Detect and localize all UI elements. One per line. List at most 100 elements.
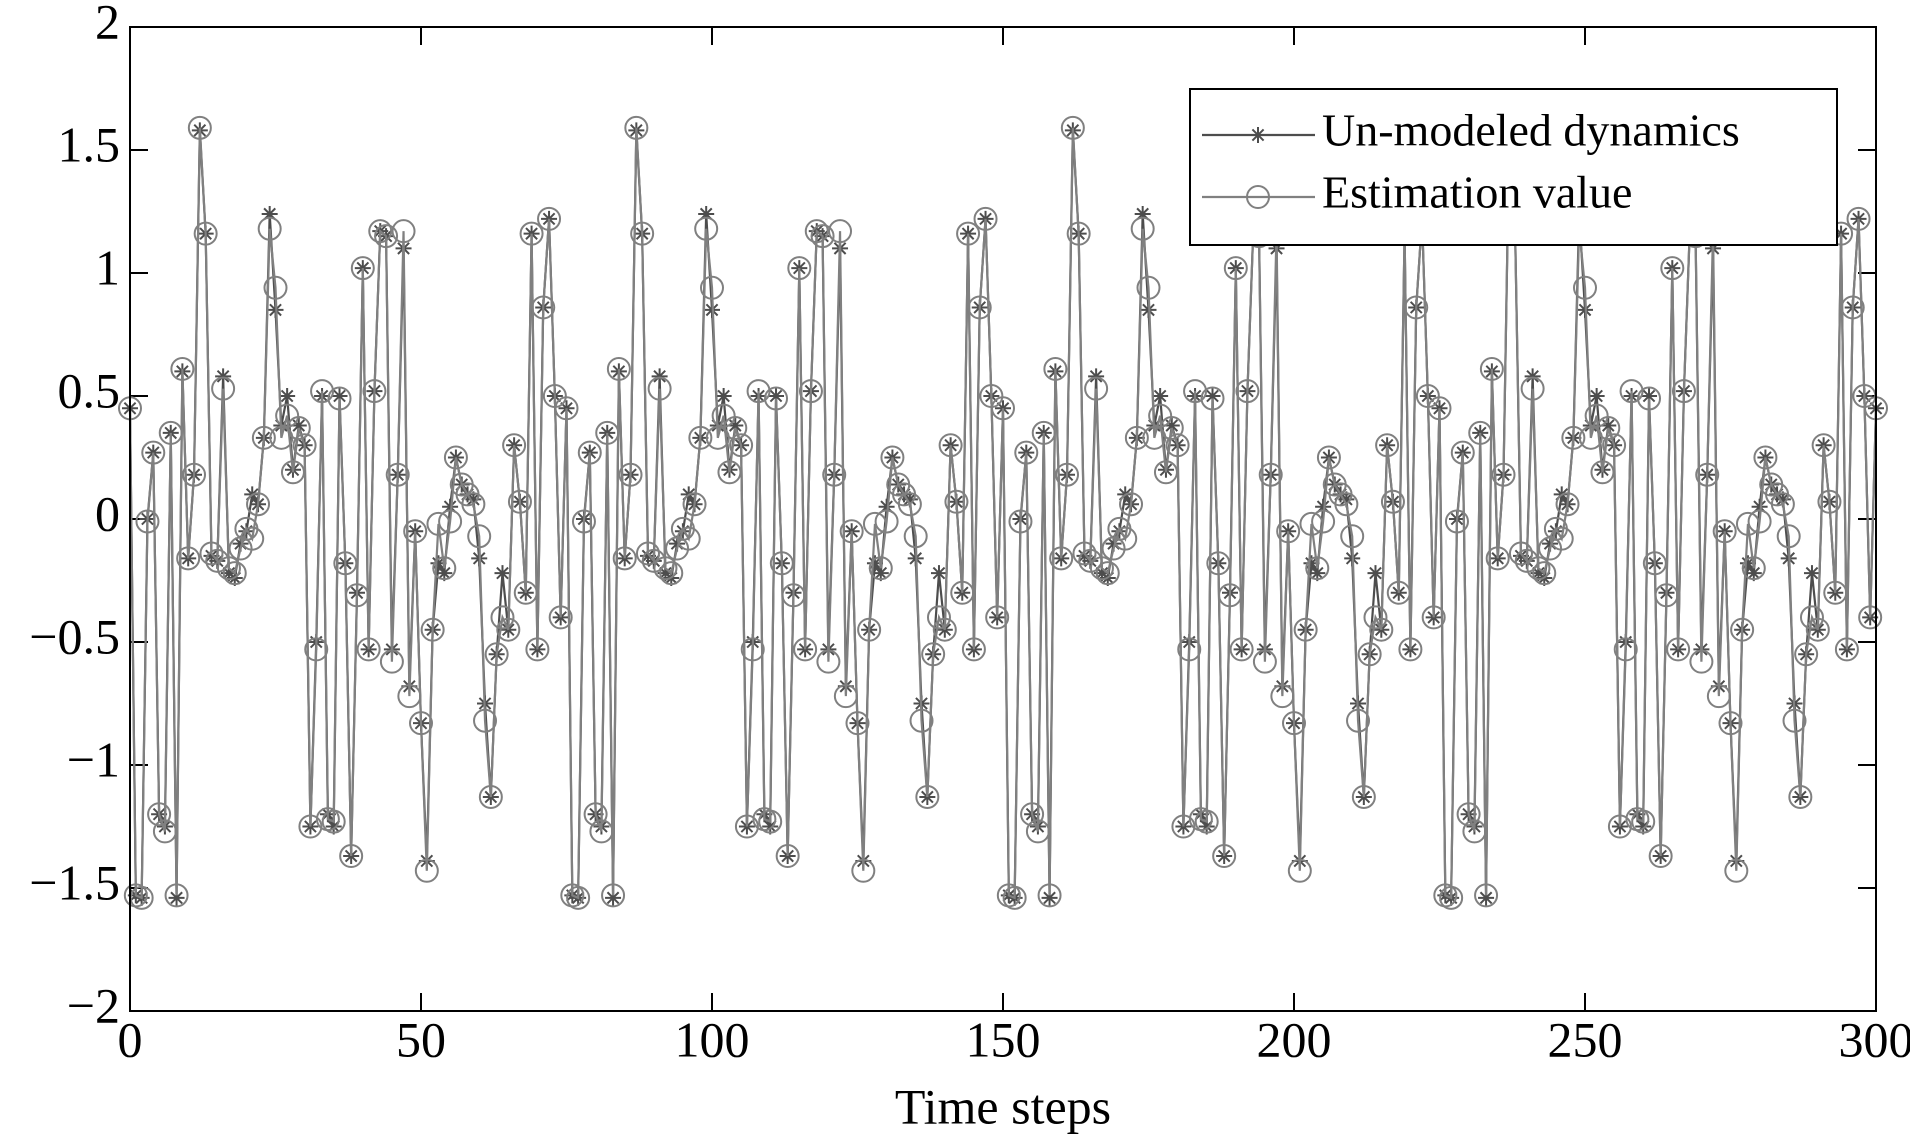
data-point: [1031, 420, 1056, 445]
data-point: [1590, 460, 1615, 485]
data-point: [205, 548, 230, 573]
data-point: [290, 417, 307, 434]
data-point: [1183, 379, 1208, 404]
data-point: [715, 388, 732, 404]
x-tick-label: 150: [966, 1011, 1041, 1067]
data-point: [199, 541, 224, 566]
data-point: [257, 216, 282, 241]
data-point: [1066, 221, 1091, 246]
data-point: [158, 420, 183, 445]
data-point: [1642, 551, 1667, 576]
data-point: [1152, 388, 1169, 404]
plot-frame: [129, 26, 1877, 1012]
data-point: [1043, 356, 1068, 381]
data-point: [1380, 489, 1405, 514]
data-point: [1386, 580, 1411, 605]
data-point: [1641, 388, 1658, 404]
data-point: [531, 295, 556, 320]
data-point: [577, 440, 602, 465]
data-point: [1002, 885, 1027, 910]
data-point: [327, 386, 352, 411]
data-point: [465, 491, 482, 508]
data-point: [1741, 556, 1766, 581]
data-point: [1840, 295, 1865, 320]
data-point: [1846, 206, 1871, 231]
data-point: [589, 819, 614, 844]
data-point: [973, 206, 998, 231]
data-point: [403, 519, 428, 544]
data-point: [1165, 433, 1190, 458]
data-point: [1648, 844, 1673, 869]
data-point: [985, 605, 1010, 630]
data-point: [605, 889, 622, 906]
data-point: [1357, 642, 1382, 667]
data-point: [507, 489, 532, 514]
data-point: [793, 637, 818, 662]
data-point: [1549, 526, 1574, 551]
data-point: [478, 784, 503, 809]
x-tick-label: 250: [1548, 1011, 1623, 1067]
data-point: [1427, 396, 1452, 421]
data-point: [915, 784, 940, 809]
legend-label: Un-modeled dynamics: [1322, 105, 1740, 156]
data-point: [601, 883, 626, 908]
x-tick-label: 300: [1839, 1011, 1910, 1067]
data-point: [1315, 498, 1332, 515]
data-point: [1637, 386, 1662, 411]
y-tick-label: 1.5: [58, 116, 121, 172]
data-point: [420, 617, 445, 642]
data-point: [1573, 275, 1597, 300]
data-point: [1805, 617, 1830, 642]
data-point: [775, 844, 800, 869]
data-point: [1303, 555, 1320, 572]
data-point: [298, 814, 323, 839]
data-point: [1532, 561, 1557, 586]
data-point: [1520, 376, 1545, 401]
data-point: [1671, 379, 1696, 404]
data-point: [331, 388, 348, 404]
data-point: [1367, 565, 1384, 582]
data-point: [857, 617, 882, 642]
data-point: [1375, 433, 1400, 458]
data-point: [1479, 356, 1504, 381]
data-point: [897, 492, 922, 517]
data-point: [436, 565, 453, 582]
data-point: [414, 858, 439, 883]
data-point: [554, 396, 579, 421]
data-point: [624, 115, 649, 140]
data-point: [762, 818, 779, 835]
data-point: [698, 205, 715, 222]
data-point: [537, 206, 562, 231]
data-point: [901, 491, 918, 508]
data-point: [1171, 814, 1196, 839]
data-point: [1735, 511, 1760, 536]
data-point: [845, 711, 870, 736]
data-point: [1363, 605, 1388, 630]
data-point: [1049, 546, 1074, 571]
legend-box: [1189, 88, 1838, 246]
data-point: [152, 819, 177, 844]
data-point: [1293, 617, 1318, 642]
data-point: [630, 221, 655, 246]
data-point: [768, 388, 785, 404]
data-point: [1753, 445, 1778, 470]
legend: Un-modeled dynamics Estimation value: [1189, 88, 1838, 246]
data-point: [1334, 492, 1359, 517]
data-point: [967, 295, 992, 320]
data-point: [1508, 541, 1533, 566]
data-point: [1613, 637, 1638, 662]
data-point: [1369, 617, 1394, 642]
x-tick-label: 100: [675, 1011, 750, 1067]
data-point: [251, 425, 276, 450]
data-point: [1718, 711, 1743, 736]
data-point: [921, 642, 946, 667]
data-point: [292, 433, 317, 458]
data-point: [1217, 583, 1242, 608]
data-point: [1596, 415, 1621, 440]
data-point: [1235, 379, 1260, 404]
data-point: [168, 889, 185, 906]
data-point: [1491, 462, 1516, 487]
data-point: [1619, 379, 1644, 404]
data-point: [519, 221, 544, 246]
data-point: [1823, 580, 1848, 605]
